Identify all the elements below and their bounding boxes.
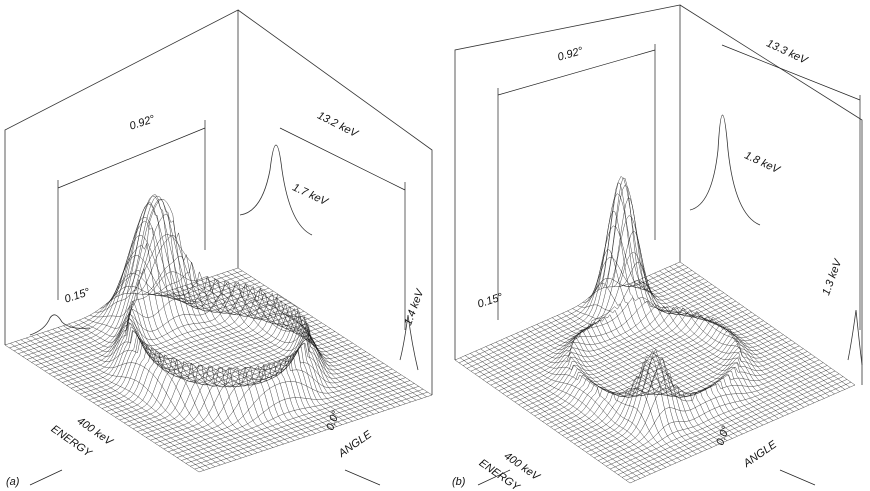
mesh-line [491, 344, 666, 467]
label: 0.15° [476, 291, 505, 311]
mesh-line [26, 338, 220, 465]
axis-arrow [30, 470, 380, 485]
dimension [722, 45, 860, 330]
mesh-line [102, 304, 335, 409]
walls [5, 10, 432, 395]
mesh-line [566, 340, 791, 438]
mesh-line [552, 318, 727, 441]
label: 1.8 keV [743, 149, 783, 176]
mesh-line [487, 252, 712, 382]
label: ANGLE [741, 438, 780, 470]
mesh-line [574, 346, 799, 444]
mesh-line [483, 215, 708, 379]
mesh-line [173, 378, 406, 455]
label: 1.4 keV [402, 286, 427, 327]
mesh-line [238, 268, 432, 395]
wall-peak [690, 115, 760, 225]
mesh-line [58, 328, 252, 455]
labels-b: 0.92° 13.3 keV 1.8 keV 0.15° 1.3 keV 400… [452, 37, 845, 491]
mesh-line [67, 282, 300, 385]
mesh-line [539, 321, 764, 419]
mesh-line [586, 354, 811, 452]
mesh-line [532, 327, 707, 450]
label: 1.3 keV [820, 256, 845, 297]
label: 13.2 keV [315, 110, 361, 141]
mesh-line [115, 310, 348, 417]
mesh-line [53, 329, 247, 456]
label: 1.7 keV [291, 181, 331, 208]
dimension [498, 44, 655, 320]
mesh-line [578, 349, 803, 447]
mesh-line [106, 243, 300, 438]
mesh-line [137, 233, 331, 428]
figure: 0.92° 13.2 keV 1.7 keV 0.15° 1.4 keV 400… [0, 0, 870, 491]
label: 0.92° [556, 45, 585, 64]
mesh-line [594, 360, 819, 458]
panel-label: (a) [6, 476, 20, 488]
mesh-line [491, 281, 716, 386]
mesh-line [590, 357, 815, 455]
panel-a-frame [5, 10, 432, 485]
mesh-line [79, 306, 273, 447]
label: ANGLE [336, 428, 375, 460]
mesh-line [196, 282, 390, 409]
mesh-line [16, 342, 210, 469]
mesh-line [120, 316, 353, 420]
mesh-line [27, 217, 260, 359]
mesh-line [476, 351, 651, 474]
mesh-line [129, 321, 362, 426]
dimension [280, 128, 405, 330]
panel-label: (b) [452, 476, 466, 488]
mesh-line [32, 336, 226, 463]
mesh-line [471, 194, 696, 372]
mesh-line [527, 329, 702, 452]
mesh-line [74, 313, 268, 450]
panel-b-frame [455, 5, 862, 485]
mesh-line [568, 311, 743, 434]
label: 0.92° [128, 113, 157, 133]
mesh-line [122, 195, 316, 434]
mesh-line [190, 284, 384, 411]
mesh-line [217, 275, 411, 402]
label: 0.15° [63, 286, 92, 306]
label: 0.0° [714, 424, 732, 447]
